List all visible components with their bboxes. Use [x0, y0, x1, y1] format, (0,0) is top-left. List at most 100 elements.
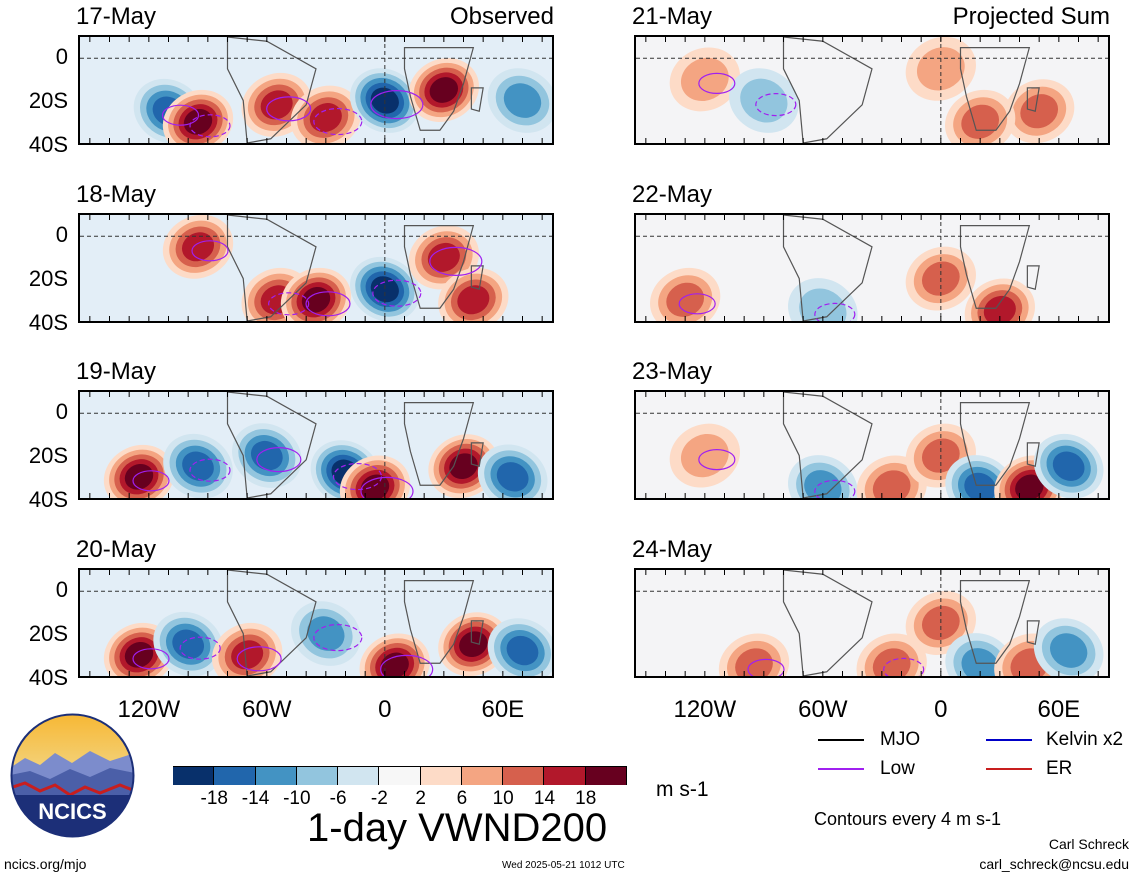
colorbar-tick-label: 2	[415, 788, 426, 809]
credit-email: carl_schreck@ncsu.edu	[979, 856, 1129, 872]
colorbar-tick-label: 10	[492, 788, 514, 809]
map-field	[80, 215, 552, 321]
colorbar-tick-label: 18	[575, 788, 597, 809]
logo-graphic: NCICS	[10, 713, 135, 838]
x-tick-label: 120W	[117, 696, 181, 723]
anomaly-mark	[124, 641, 154, 668]
coastline	[226, 215, 317, 321]
anomaly-mark	[799, 288, 847, 321]
panel-date-label: 21-May	[632, 3, 713, 30]
colorbar-tick-label: -18	[200, 788, 228, 809]
coastline	[782, 392, 873, 498]
colorbar-tick-label: 14	[533, 788, 556, 809]
colorbar-cell	[461, 767, 504, 785]
colorbar-cell	[296, 767, 339, 785]
anomaly-mark	[961, 648, 999, 676]
map-panel	[634, 390, 1110, 500]
map-field	[636, 215, 1108, 321]
coastline	[226, 37, 317, 143]
low-contour	[698, 448, 736, 471]
anomaly-mark	[370, 276, 399, 303]
map-panel	[78, 35, 554, 145]
y-tick-label: 20S	[28, 443, 68, 468]
low-contour	[332, 462, 383, 491]
low-contour	[236, 646, 282, 672]
legend-label-mjo: MJO	[880, 729, 921, 750]
legend-label-kelvin: Kelvin x2	[1046, 729, 1124, 750]
coastline	[403, 225, 475, 309]
map-field	[80, 570, 552, 676]
coastline	[1026, 442, 1040, 467]
map-panel	[78, 213, 554, 323]
low-contour	[755, 92, 797, 117]
map-panel	[634, 568, 1110, 678]
anomaly-mark	[301, 286, 331, 313]
low-contour	[189, 458, 231, 482]
colorbar	[173, 766, 627, 785]
coastline	[470, 265, 484, 290]
anomaly-mark	[740, 78, 788, 123]
legend-label-er: ER	[1046, 758, 1073, 779]
anomaly-mark	[427, 242, 460, 272]
low-contour	[678, 293, 716, 315]
low-contour	[191, 240, 229, 262]
anomaly-mark	[360, 474, 390, 498]
colorbar-units: m s-1	[656, 778, 709, 801]
colorbar-tick-label: -14	[241, 788, 270, 809]
low-contour	[189, 114, 231, 138]
y-tick-label: 20S	[28, 88, 68, 113]
y-tick-label: 40S	[28, 665, 68, 690]
panel-date-label: 20-May	[76, 536, 157, 563]
anomaly-mark	[457, 285, 490, 315]
coastline	[959, 402, 1031, 486]
x-tick-label: 60W	[798, 696, 848, 723]
colorbar-tick-label: -6	[329, 788, 347, 809]
coastline	[782, 37, 873, 143]
map-field	[636, 37, 1108, 143]
low-contour	[305, 291, 351, 317]
low-contour	[883, 657, 925, 676]
anomaly-mark	[181, 232, 215, 262]
map-panel	[634, 35, 1110, 145]
low-contour	[268, 292, 310, 316]
main-title: 1-day VWND200	[307, 806, 608, 850]
x-tick-label: 60E	[1037, 696, 1081, 723]
coastline	[782, 215, 873, 321]
coastline	[403, 402, 475, 486]
low-contour	[814, 302, 856, 321]
y-tick-label: 20S	[28, 621, 68, 646]
colorbar-cell	[503, 767, 545, 785]
anomaly-mark	[666, 282, 705, 317]
coastline	[470, 87, 484, 112]
column-label: Observed	[449, 3, 554, 30]
map-field	[80, 37, 552, 143]
panel-date-label: 17-May	[76, 3, 157, 30]
colorbar-cell	[255, 767, 297, 785]
y-tick-label: 20S	[28, 266, 68, 291]
coastline	[1026, 87, 1040, 112]
colorbar-cell	[338, 767, 380, 785]
legend-line-er	[986, 768, 1032, 770]
x-tick-label: 60E	[481, 696, 525, 723]
colorbar-tick-label: 6	[456, 788, 468, 809]
legend-line-low	[818, 768, 864, 770]
low-contour	[313, 107, 363, 136]
coastline	[226, 392, 317, 498]
anomaly-mark	[1015, 474, 1044, 498]
coastline	[959, 580, 1031, 664]
x-tick-label: 60W	[242, 696, 292, 723]
column-label: Projected Sum	[952, 3, 1110, 30]
colorbar-cell	[420, 767, 462, 785]
panel-date-label: 23-May	[632, 358, 713, 385]
x-tick-label: 0	[378, 696, 392, 723]
low-contour	[370, 89, 424, 120]
coastline	[959, 225, 1031, 309]
site-link[interactable]: ncics.org/mjo	[4, 856, 87, 872]
anomaly-mark	[309, 103, 342, 133]
legend-line-kelvin	[986, 739, 1032, 741]
coastline	[1026, 620, 1040, 645]
timestamp: Wed 2025-05-21 1012 UTC	[502, 860, 625, 871]
map-panel	[78, 390, 554, 500]
low-contour	[256, 446, 302, 473]
map-panel	[634, 213, 1110, 323]
